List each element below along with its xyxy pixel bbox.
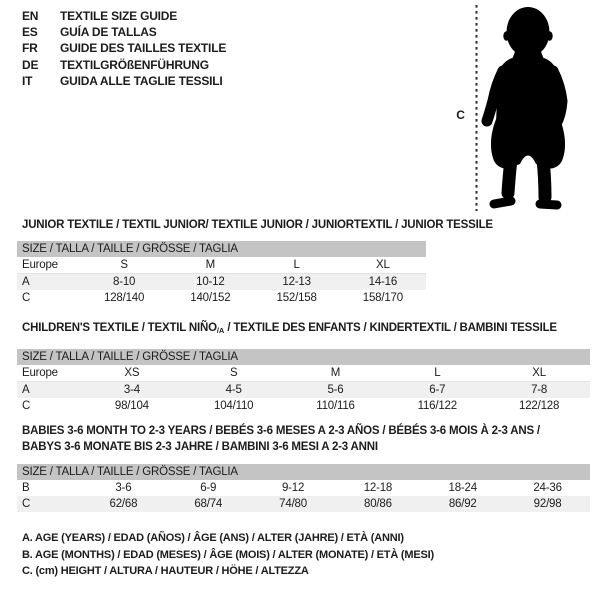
table-cell: 80/86	[364, 498, 392, 510]
footnotes: A. AGE (YEARS) / EDAD (AÑOS) / ÂGE (ANS)…	[22, 530, 434, 580]
table-cell: 3-4	[123, 384, 140, 396]
table-cell: 68/74	[194, 498, 223, 510]
table-row: C 62/68 68/74 74/80 80/86 86/92 92/98	[17, 496, 590, 512]
size-header-bar: SIZE / TALLA / TAILLE / GRÖSSE / TAGLIA	[17, 464, 590, 480]
table-cell: 92/98	[533, 498, 562, 510]
table-cell: 14-16	[368, 276, 398, 288]
children-title-subscript: /A	[216, 326, 225, 335]
column-header: L	[253, 257, 340, 274]
language-header: EN TEXTILE SIZE GUIDE ES GUÍA DE TALLAS …	[22, 8, 226, 89]
table-cell: 122/128	[519, 400, 560, 412]
junior-table-title: JUNIOR TEXTILE / TEXTIL JUNIOR/ TEXTILE …	[22, 219, 493, 231]
column-header: L	[386, 365, 489, 382]
row-label: A	[22, 276, 30, 288]
table-cell: 3-6	[115, 482, 132, 494]
lang-code-es: ES	[22, 25, 38, 40]
babies-table-title: BABIES 3-6 MONTH TO 2-3 YEARS / BEBÉS 3-…	[22, 424, 587, 455]
column-header: XL	[488, 365, 590, 382]
table-row: A 8-10 10-12 12-13 14-16	[17, 273, 426, 290]
table-cell: 12-18	[363, 482, 393, 494]
table-row: C 128/140 140/152 152/158 158/170	[17, 290, 426, 306]
children-title-suffix: / TEXTILE DES ENFANTS / KINDERTEXTIL / B…	[224, 322, 557, 334]
size-header-bar: SIZE / TALLA / TAILLE / GRÖSSE / TAGLIA	[17, 349, 590, 365]
table-cell: 6-9	[200, 482, 217, 494]
children-size-table: SIZE / TALLA / TAILLE / GRÖSSE / TAGLIA …	[17, 349, 590, 414]
lang-code-fr: FR	[22, 41, 38, 56]
table-cell: 86/92	[448, 498, 477, 510]
row-label: C	[22, 498, 31, 510]
lang-code-en: EN	[22, 9, 39, 23]
column-header: M	[167, 257, 254, 274]
table-cell: 104/110	[214, 400, 254, 412]
table-cell: 12-13	[282, 276, 311, 288]
table-cell: 8-10	[113, 276, 136, 288]
lang-label-it: GUIDA ALLE TAGLIE TESSILI	[60, 73, 223, 88]
footnote-c: C. (cm) HEIGHT / ALTURA / HAUTEUR / HÖHE…	[22, 565, 309, 577]
baby-silhouette-icon	[475, 5, 568, 211]
children-table-title: CHILDREN'S TEXTILE / TEXTIL NIÑO/A / TEX…	[22, 322, 557, 335]
table-header-row: Europe S M L XL	[17, 257, 426, 274]
table-row: C 98/104 104/110 110/116 116/122 122/128	[17, 398, 590, 414]
table-cell: 4-5	[225, 384, 242, 396]
lang-code-de: DE	[22, 57, 39, 72]
column-header: S	[81, 257, 168, 274]
footnote-a: A. AGE (YEARS) / EDAD (AÑOS) / ÂGE (ANS)…	[22, 532, 404, 544]
table-cell: 6-7	[429, 384, 446, 396]
column-header: XL	[339, 257, 426, 274]
lang-label-en: TEXTILE SIZE GUIDE	[60, 9, 178, 23]
table-cell: 140/152	[190, 292, 231, 304]
table-cell: 158/170	[362, 292, 403, 304]
height-measure-label: C	[456, 108, 465, 122]
column-header: S	[182, 365, 285, 382]
row-label: A	[22, 384, 30, 396]
children-title-prefix: CHILDREN'S TEXTILE / TEXTIL NIÑO	[22, 322, 217, 334]
lang-label-de: TEXTILGRÖßENFÜHRUNG	[60, 57, 209, 72]
table-cell: 5-6	[327, 384, 344, 396]
baby-height-figure: C	[452, 4, 580, 214]
lang-label-fr: GUIDE DES TAILLES TEXTILE	[60, 41, 227, 56]
table-cell: 128/140	[104, 292, 145, 304]
row-label: C	[22, 400, 31, 412]
lang-label-es: GUÍA DE TALLAS	[60, 25, 157, 40]
table-cell: 152/158	[276, 292, 317, 304]
table-cell: 110/116	[316, 400, 355, 412]
table-row: B 3-6 6-9 9-12 12-18 18-24 24-36	[17, 480, 590, 496]
table-cell: 74/80	[279, 498, 307, 510]
baby-silhouette	[481, 7, 568, 210]
table-cell: 7-8	[531, 384, 548, 396]
row-label: B	[22, 482, 30, 494]
column-header: M	[284, 365, 387, 382]
column-header: Europe	[17, 365, 81, 382]
junior-size-table: SIZE / TALLA / TAILLE / GRÖSSE / TAGLIA …	[17, 241, 426, 306]
column-header: Europe	[17, 257, 81, 274]
column-header: XS	[81, 365, 183, 382]
table-cell: 62/68	[109, 498, 138, 510]
row-label: C	[22, 292, 31, 304]
babies-title-line1: BABIES 3-6 MONTH TO 2-3 YEARS / BEBÉS 3-…	[22, 425, 540, 437]
lang-code-it: IT	[22, 73, 33, 88]
table-row: A 3-4 4-5 5-6 6-7 7-8	[17, 381, 590, 398]
table-cell: 10-12	[196, 276, 225, 288]
table-header-row: Europe XS S M L XL	[17, 365, 590, 382]
table-cell: 18-24	[448, 482, 478, 494]
babies-size-table: SIZE / TALLA / TAILLE / GRÖSSE / TAGLIA …	[17, 464, 590, 512]
table-cell: 98/104	[114, 400, 149, 412]
table-cell: 24-36	[533, 482, 562, 494]
footnote-b: B. AGE (MONTHS) / EDAD (MESES) / ÂGE (MO…	[22, 548, 434, 561]
table-cell: 116/122	[417, 400, 458, 412]
table-cell: 9-12	[281, 482, 305, 494]
size-header-bar: SIZE / TALLA / TAILLE / GRÖSSE / TAGLIA	[17, 241, 426, 257]
babies-title-line2: BABYS 3-6 MONATE BIS 2-3 JAHRE / BAMBINI…	[22, 440, 378, 453]
